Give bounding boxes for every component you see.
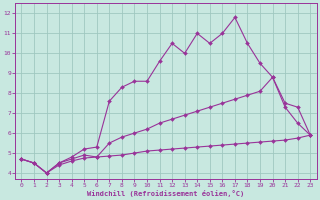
X-axis label: Windchill (Refroidissement éolien,°C): Windchill (Refroidissement éolien,°C) bbox=[87, 190, 244, 197]
